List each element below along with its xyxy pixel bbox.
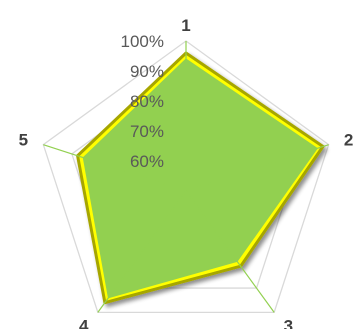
radar-axes [43, 41, 329, 313]
category-label: 2 [344, 131, 353, 150]
category-label: 1 [181, 16, 190, 35]
category-label: 5 [19, 131, 28, 150]
tick-label: 70% [130, 122, 164, 141]
axis-spoke [43, 144, 187, 192]
axis-spoke [185, 190, 275, 313]
tick-label: 90% [130, 62, 164, 81]
category-label: 3 [284, 316, 293, 329]
tick-label: 80% [130, 92, 164, 111]
grid-ring [42, 40, 330, 314]
category-label: 4 [79, 316, 89, 329]
axis-spoke [97, 190, 187, 313]
series-area [82, 58, 318, 299]
axis-spoke [185, 144, 329, 192]
radial-tick-labels: 60% 70% 80% 90% 100% [121, 32, 164, 171]
category-labels: 1 2 3 4 5 [19, 16, 353, 329]
radar-series [76, 51, 325, 305]
tick-label: 100% [121, 32, 164, 51]
tick-label: 60% [130, 152, 164, 171]
